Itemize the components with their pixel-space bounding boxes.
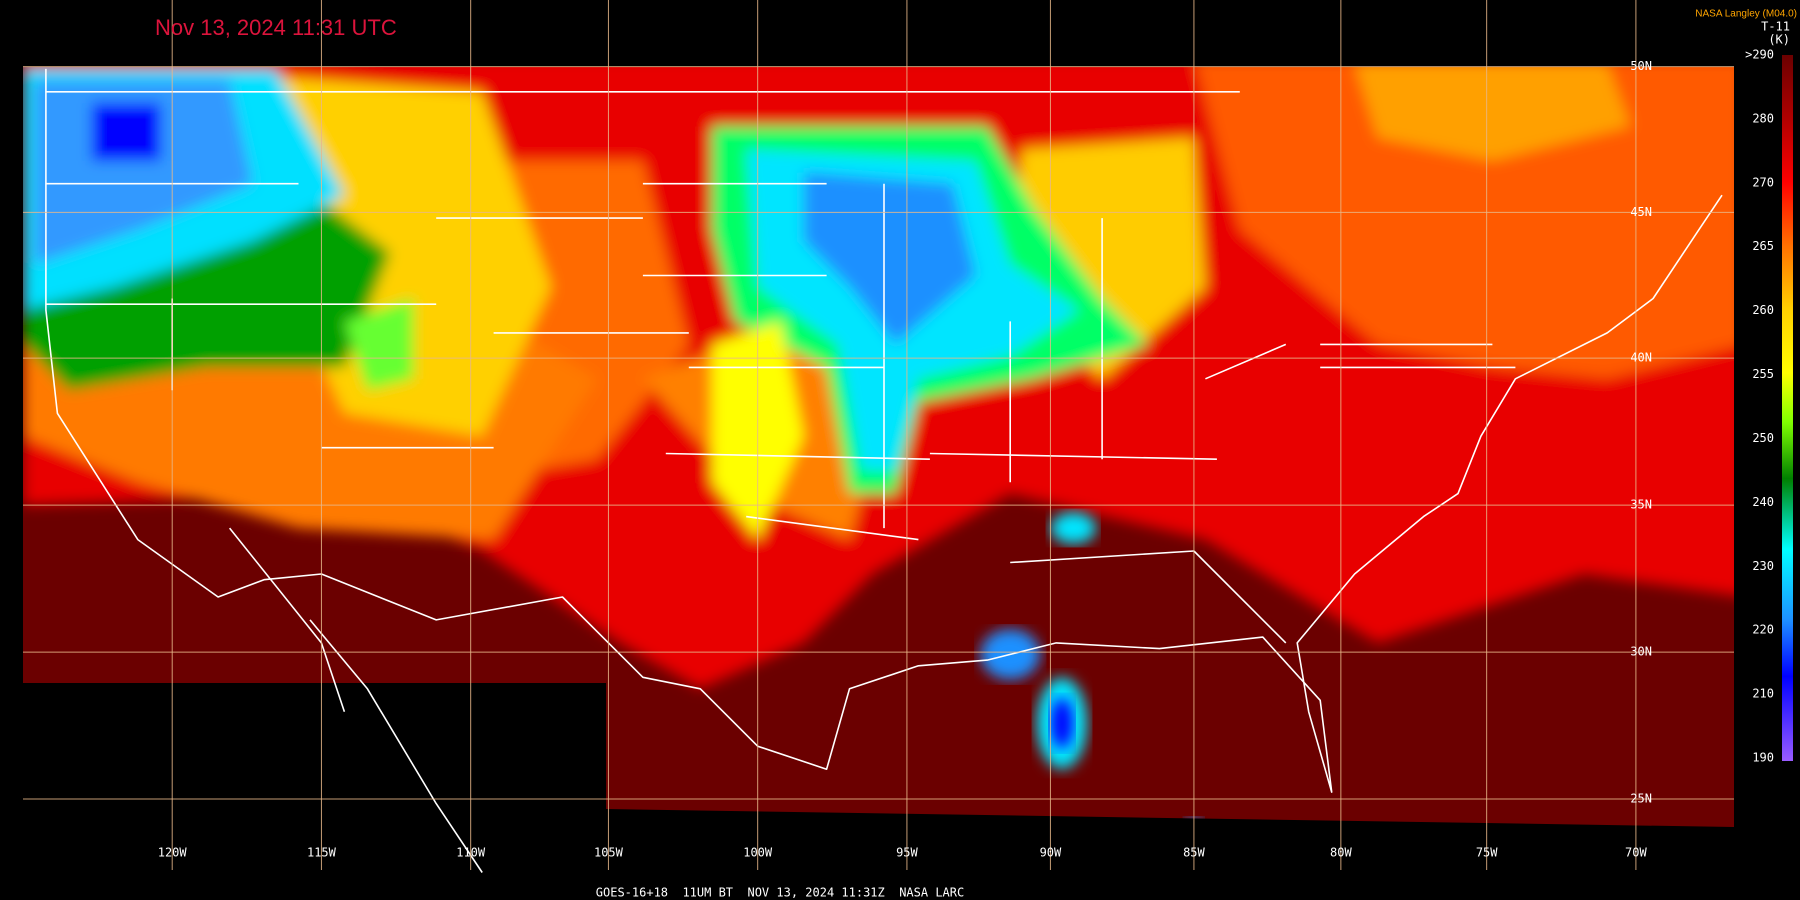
colorbar-label: 210: [1752, 687, 1774, 701]
longitude-label: 95W: [896, 846, 918, 860]
latitude-label: 45N: [1630, 205, 1652, 219]
cloud-field: [1354, 67, 1631, 161]
labels: 120W 115W 110W 105W 100W 95W 90W 85W 80W 75W 70W 50…: [158, 48, 1774, 860]
colorbar-label: 280: [1752, 111, 1774, 125]
colorbar-label: 265: [1752, 239, 1774, 253]
colorbar-label: 220: [1752, 623, 1774, 637]
cloud-field: [91, 103, 161, 161]
colorbar-label: 270: [1752, 175, 1774, 189]
border-line: [929, 452, 1217, 460]
cloud-field: [1193, 67, 1734, 379]
longitude-label: 85W: [1183, 846, 1205, 860]
cloud-field: [344, 298, 414, 391]
longitude-label: 75W: [1476, 846, 1498, 860]
colorbar: [1782, 55, 1793, 761]
cloud-field: [34, 80, 253, 265]
cloud-field: [803, 172, 976, 345]
latitude-label: 35N: [1630, 498, 1652, 512]
colorbar-label: 255: [1752, 367, 1774, 381]
convective-cell: [1050, 512, 1097, 545]
credit: NASA Langley (M04.0): [1695, 9, 1797, 20]
longitude-label: 70W: [1625, 846, 1647, 860]
longitude-label: 115W: [307, 846, 337, 860]
longitude-label: 105W: [594, 846, 624, 860]
border-line: [1193, 550, 1287, 644]
colorbar-label: 250: [1752, 431, 1774, 445]
latitude-label: 40N: [1630, 351, 1652, 365]
longitude-label: 80W: [1330, 846, 1352, 860]
longitude-label: 100W: [743, 846, 773, 860]
border-line: [45, 68, 1723, 793]
latitude-label: 25N: [1630, 792, 1652, 806]
colorbar-label: >290: [1745, 48, 1774, 62]
title: Nov 13, 2024 11:31 UTC: [155, 15, 397, 40]
colorbar-label: 240: [1752, 495, 1774, 509]
longitude-label: 120W: [158, 846, 188, 860]
graticule: [23, 0, 1734, 870]
longitude-label: 90W: [1040, 846, 1062, 860]
longitude-label: 110W: [456, 846, 486, 860]
border-line: [746, 515, 919, 541]
colorbar-label: 190: [1752, 751, 1774, 765]
border-line: [309, 619, 483, 873]
border-line: [1205, 343, 1287, 380]
border-line: [665, 452, 930, 460]
latitude-label: 30N: [1630, 645, 1652, 659]
border-line: [1010, 550, 1194, 564]
colorbar-label: 230: [1752, 559, 1774, 573]
latitude-label: 50N: [1630, 59, 1652, 73]
footer: GOES-16+18 11UM BT NOV 13, 2024 11:31Z N…: [596, 886, 964, 900]
colorbar-units: (K): [1768, 33, 1790, 47]
colorbar-label: 260: [1752, 303, 1774, 317]
colorbar-title: T-11: [1761, 20, 1790, 34]
convective-cell: [1050, 697, 1074, 749]
